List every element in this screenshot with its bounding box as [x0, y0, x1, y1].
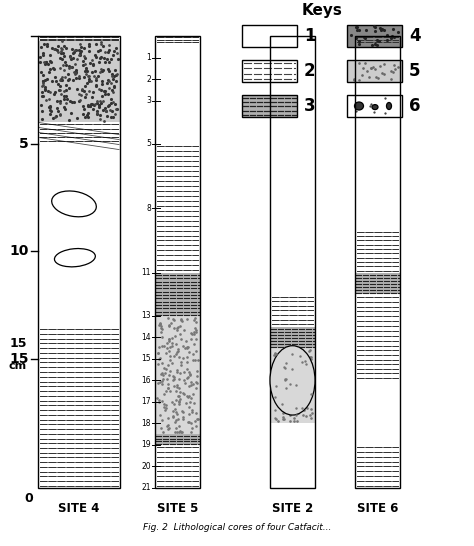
- Bar: [355, 230, 400, 251]
- Bar: [38, 41, 120, 122]
- Bar: [38, 122, 120, 144]
- Text: 0: 0: [25, 492, 33, 505]
- Text: 5: 5: [409, 62, 420, 80]
- Text: SITE 4: SITE 4: [58, 502, 100, 515]
- Bar: [270, 348, 315, 424]
- Bar: [355, 36, 400, 488]
- Bar: [355, 445, 400, 488]
- Text: 4: 4: [409, 27, 420, 45]
- Text: 3: 3: [146, 96, 151, 105]
- Bar: [270, 294, 315, 327]
- Bar: [155, 445, 200, 488]
- Text: SITE 5: SITE 5: [157, 502, 198, 515]
- Text: 8: 8: [146, 204, 151, 213]
- Ellipse shape: [55, 248, 95, 267]
- Bar: [355, 273, 400, 294]
- Text: cm: cm: [9, 361, 27, 371]
- Bar: [355, 251, 400, 273]
- Bar: [355, 348, 400, 381]
- Bar: [347, 60, 402, 82]
- Text: SITE 6: SITE 6: [357, 502, 398, 515]
- Bar: [355, 36, 400, 44]
- Ellipse shape: [52, 191, 96, 217]
- Text: 2: 2: [304, 62, 316, 80]
- Text: 1: 1: [304, 27, 316, 45]
- Text: 19: 19: [141, 441, 151, 449]
- Bar: [155, 316, 200, 434]
- Bar: [155, 36, 200, 488]
- Text: SITE 2: SITE 2: [272, 502, 313, 515]
- Bar: [270, 36, 315, 294]
- Bar: [155, 36, 200, 44]
- Bar: [242, 95, 297, 117]
- Bar: [38, 413, 120, 488]
- Bar: [155, 36, 200, 488]
- Bar: [242, 25, 297, 47]
- Bar: [270, 36, 315, 488]
- Text: 17: 17: [141, 397, 151, 406]
- Text: 13: 13: [141, 311, 151, 321]
- Bar: [270, 424, 315, 488]
- Text: 15: 15: [9, 337, 27, 350]
- Text: 18: 18: [142, 419, 151, 428]
- Bar: [355, 381, 400, 445]
- Text: 14: 14: [141, 333, 151, 342]
- Bar: [347, 95, 402, 117]
- Bar: [38, 327, 120, 413]
- Bar: [347, 25, 402, 47]
- Bar: [355, 36, 400, 488]
- Bar: [155, 434, 200, 445]
- Ellipse shape: [270, 346, 315, 415]
- Bar: [38, 36, 120, 41]
- Text: 11: 11: [142, 268, 151, 277]
- Text: Keys: Keys: [301, 3, 342, 18]
- Text: Fig. 2  Lithological cores of four Catfacit...: Fig. 2 Lithological cores of four Catfac…: [143, 524, 331, 532]
- Text: 10: 10: [9, 244, 29, 258]
- Bar: [38, 144, 120, 327]
- Text: 20: 20: [141, 462, 151, 471]
- Text: 15: 15: [9, 352, 29, 366]
- Bar: [155, 273, 200, 316]
- Bar: [38, 36, 120, 488]
- Ellipse shape: [355, 102, 364, 110]
- Text: 5: 5: [19, 136, 29, 151]
- Bar: [155, 144, 200, 273]
- Bar: [155, 44, 200, 144]
- Bar: [355, 294, 400, 348]
- Bar: [270, 327, 315, 348]
- Text: 15: 15: [141, 354, 151, 363]
- Text: 21: 21: [142, 484, 151, 492]
- Text: 5: 5: [146, 139, 151, 148]
- Text: 6: 6: [409, 97, 420, 115]
- Text: 1: 1: [146, 53, 151, 62]
- Bar: [38, 36, 120, 488]
- Ellipse shape: [372, 105, 378, 110]
- Bar: [355, 44, 400, 230]
- Bar: [270, 36, 315, 488]
- Bar: [242, 60, 297, 82]
- Ellipse shape: [386, 103, 392, 110]
- Text: 16: 16: [141, 376, 151, 385]
- Text: 2: 2: [146, 75, 151, 84]
- Text: 3: 3: [304, 97, 316, 115]
